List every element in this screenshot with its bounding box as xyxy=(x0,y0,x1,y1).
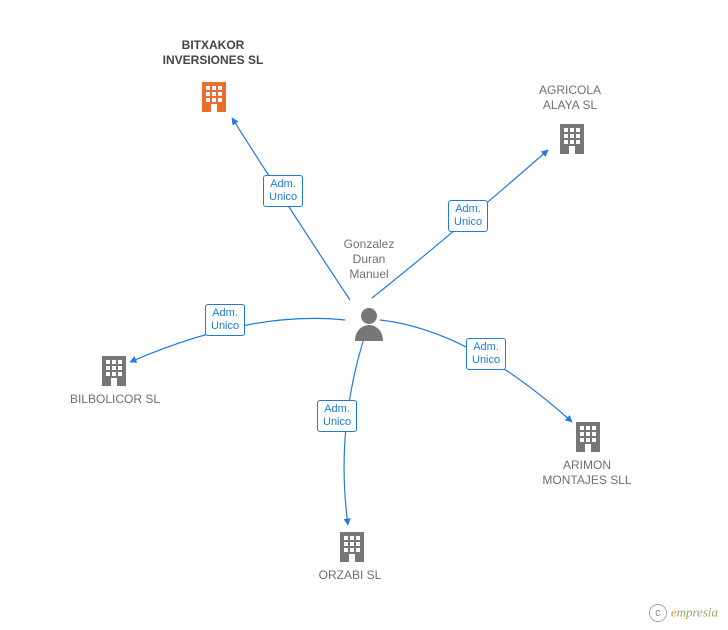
building-icon xyxy=(570,418,606,454)
edge-label: Adm. Unico xyxy=(466,338,506,370)
edge-label: Adm. Unico xyxy=(263,175,303,207)
node-label: ORZABI SL xyxy=(300,568,400,583)
node-label: BILBOLICOR SL xyxy=(60,392,170,407)
edge-line xyxy=(232,118,350,300)
center-node-label: Gonzalez Duran Manuel xyxy=(334,237,404,282)
node-label: AGRICOLA ALAYA SL xyxy=(520,83,620,113)
edge-label: Adm. Unico xyxy=(448,200,488,232)
building-icon xyxy=(334,528,370,564)
node-label: ARIMON MONTAJES SLL xyxy=(527,458,647,488)
footer-credit: cempresia xyxy=(649,604,718,622)
copyright-icon: c xyxy=(649,604,667,622)
person-icon xyxy=(352,305,386,341)
edge-label: Adm. Unico xyxy=(205,304,245,336)
building-icon xyxy=(96,352,132,388)
edge-label: Adm. Unico xyxy=(317,400,357,432)
edge-line xyxy=(380,320,572,422)
building-icon xyxy=(554,120,590,156)
node-label: BITXAKOR INVERSIONES SL xyxy=(148,38,278,68)
building-icon xyxy=(196,78,232,114)
footer-brand-rest: mpresia xyxy=(677,604,718,619)
